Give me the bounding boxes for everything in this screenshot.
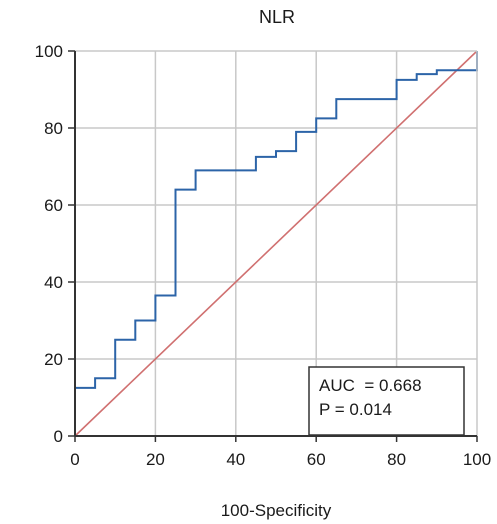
grid-lines [75, 51, 477, 436]
y-tick-label-80: 80 [44, 119, 63, 138]
plot-frame [68, 50, 478, 442]
legend-frame [308, 366, 465, 436]
x-tick-label-60: 60 [307, 450, 326, 469]
x-tick-label-80: 80 [387, 450, 406, 469]
x-tick-label-100: 100 [463, 450, 491, 469]
roc-curve [74, 51, 478, 436]
roc-curve-layer [74, 51, 478, 436]
tick-labels: 0 20 40 60 80 100 0 20 40 60 80 100 [35, 42, 492, 469]
x-tick-label-40: 40 [226, 450, 245, 469]
y-tick-label-60: 60 [44, 196, 63, 215]
x-tick-label-0: 0 [70, 450, 79, 469]
x-tick-label-20: 20 [146, 450, 165, 469]
diagonal-reference-line [74, 50, 478, 437]
y-tick-label-0: 0 [54, 427, 63, 446]
y-tick-label-20: 20 [44, 350, 63, 369]
auc-legend-box: AUC = 0.668 P = 0.014 [308, 366, 465, 436]
y-tick-label-100: 100 [35, 42, 63, 61]
reference-line-layer [74, 50, 478, 437]
chart-title: NLR [259, 7, 295, 27]
p-value-label: P = 0.014 [319, 400, 392, 419]
y-tick-label-40: 40 [44, 273, 63, 292]
x-axis-title: 100-Specificity [221, 501, 332, 520]
auc-label: AUC = 0.668 [319, 376, 422, 395]
